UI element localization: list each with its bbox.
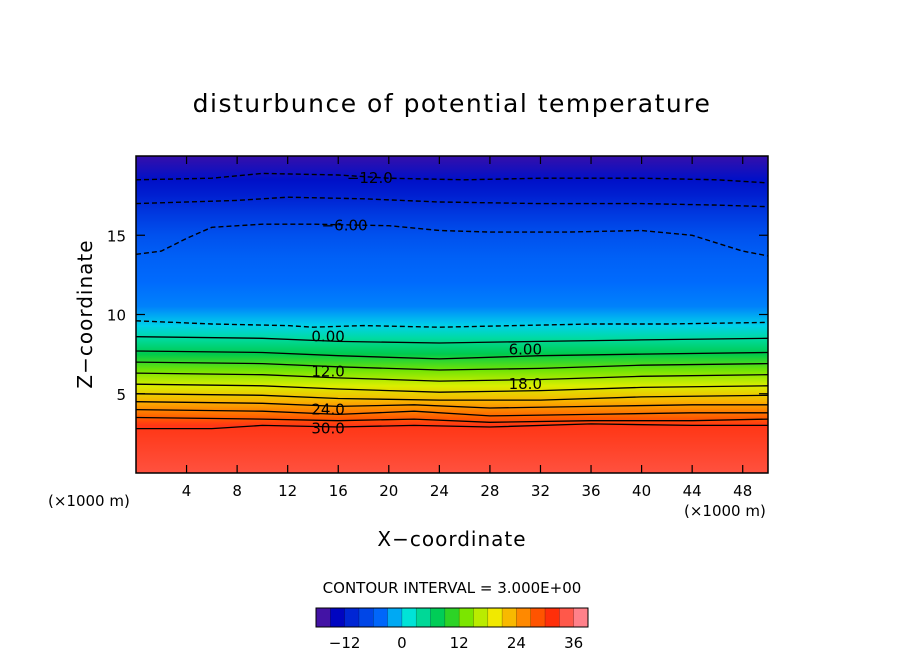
colorbar-tick-label: 24 <box>507 634 526 652</box>
colorbar-swatch <box>545 608 560 627</box>
colorbar-swatch <box>559 608 574 627</box>
contour-label: 24.0 <box>311 401 344 419</box>
y-tick-label: 10 <box>107 307 126 325</box>
contour-labels: −12.0 −6.00 0.00 6.00 12.0 18.0 24.030.0 <box>311 169 542 437</box>
colorbar <box>315 607 589 628</box>
colorbar-tick-label: 0 <box>397 634 407 652</box>
colorbar-tick-label: 12 <box>450 634 469 652</box>
colorbar-swatch <box>573 608 589 627</box>
x-axis-label: X−coordinate <box>377 527 526 551</box>
contour-label: −6.00 <box>322 217 368 235</box>
y-tick-label: 15 <box>107 227 126 245</box>
colorbar-swatch <box>316 608 331 627</box>
contour-label: 12.0 <box>311 363 344 381</box>
contour-line <box>136 172 768 184</box>
x-tick-label: 32 <box>531 482 550 500</box>
contour-label: 0.00 <box>311 328 344 346</box>
y-axis-label: Z−coordinate <box>73 239 97 388</box>
contour-line <box>136 361 768 371</box>
contour-line <box>136 196 768 208</box>
contour-line <box>136 423 768 430</box>
colorbar-tick-label: −12 <box>329 634 361 652</box>
colorbar-frame <box>315 607 589 628</box>
x-unit-left: (×1000 m) <box>48 492 130 510</box>
x-tick-label: 20 <box>379 482 398 500</box>
colorbar-swatch <box>473 608 489 627</box>
contour-line <box>136 416 768 423</box>
colorbar-swatch <box>430 608 446 627</box>
colorbar-swatch <box>416 608 431 627</box>
x-unit-right: (×1000 m) <box>684 502 766 520</box>
plot-area: −12.0 −6.00 0.00 6.00 12.0 18.0 24.030.0 <box>135 155 769 474</box>
contour-line <box>136 350 768 360</box>
colorbar-swatch <box>358 608 374 627</box>
contour-line <box>136 336 768 344</box>
colorbar-swatch <box>459 608 474 627</box>
contour-interval-label: CONTOUR INTERVAL = 3.000E+00 <box>323 579 582 597</box>
colorbar-swatch <box>444 608 460 627</box>
contour-line <box>136 383 768 393</box>
contour-line <box>136 401 768 409</box>
colorbar-swatch <box>516 608 532 627</box>
contour-line <box>136 408 768 417</box>
x-tick-label: 36 <box>581 482 600 500</box>
contour-label: 6.00 <box>509 340 542 358</box>
x-tick-label: 48 <box>733 482 752 500</box>
x-tick-label: 40 <box>632 482 651 500</box>
x-tick-label: 24 <box>430 482 449 500</box>
x-tick-label: 12 <box>278 482 297 500</box>
colorbar-swatch <box>373 608 388 627</box>
colorbar-tick-label: 36 <box>564 634 583 652</box>
colorbar-swatch <box>401 608 417 627</box>
y-tick-label: 5 <box>116 386 126 404</box>
x-tick-label: 4 <box>182 482 192 500</box>
contour-line <box>136 320 768 328</box>
contour-line <box>136 393 768 401</box>
x-tick-label: 28 <box>480 482 499 500</box>
contour-label: 18.0 <box>509 375 542 393</box>
colorbar-swatch <box>502 608 517 627</box>
colorbar-swatch <box>530 608 546 627</box>
colorbar-swatch <box>387 608 403 627</box>
x-tick-label: 16 <box>329 482 348 500</box>
contour-label: −12.0 <box>347 169 393 187</box>
y-axis: 5 10 15 <box>107 227 768 404</box>
contour-line <box>136 372 768 382</box>
chart-title: disturbunce of potential temperature <box>193 89 712 118</box>
colorbar-swatch <box>487 608 503 627</box>
colorbar-ticks: −12 0 12 24 36 <box>329 634 583 652</box>
contour-label: 30.0 <box>311 420 344 438</box>
colorbar-swatch <box>344 608 360 627</box>
contour-lines <box>136 172 768 430</box>
x-tick-label: 8 <box>232 482 242 500</box>
contour-line <box>136 223 768 257</box>
x-tick-label: 44 <box>683 482 702 500</box>
colorbar-swatch <box>330 608 345 627</box>
x-axis: 4 8 12 16 20 24 28 32 36 40 44 48 <box>182 156 752 500</box>
